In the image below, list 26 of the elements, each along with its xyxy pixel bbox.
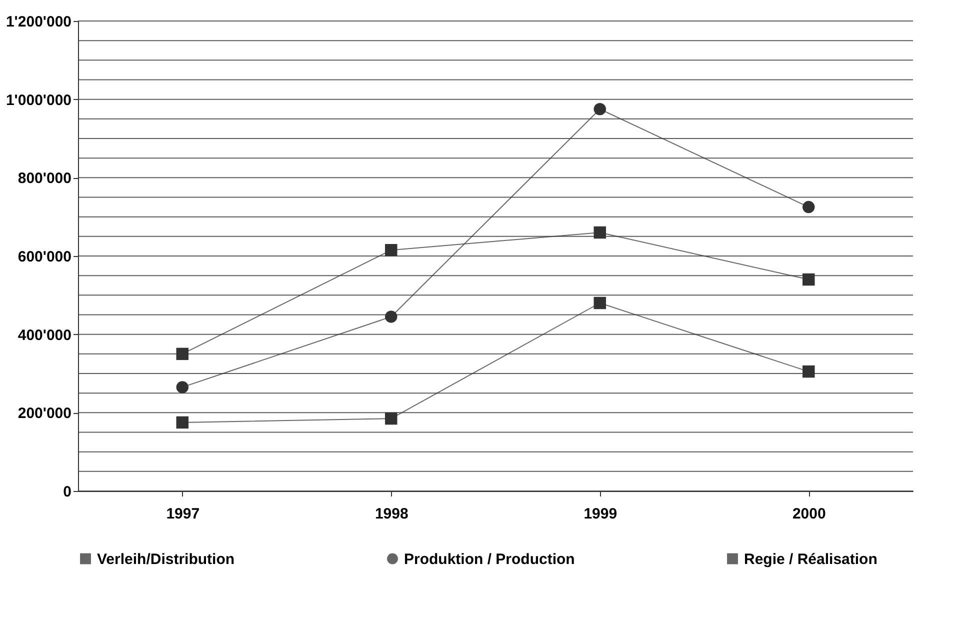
y-tick-label: 1'200'000 bbox=[6, 14, 72, 30]
point bbox=[802, 365, 815, 378]
point bbox=[802, 200, 815, 214]
legend-label: Produktion / Production bbox=[404, 550, 575, 568]
x-tick-label: 1999 bbox=[584, 506, 618, 522]
y-tick-label: 1'000'000 bbox=[6, 92, 72, 109]
y-tick-label: 800'000 bbox=[18, 170, 72, 188]
y-tick-label: 600'000 bbox=[18, 248, 72, 266]
x-tick-label: 1997 bbox=[166, 506, 200, 522]
point bbox=[385, 310, 398, 323]
point bbox=[594, 296, 606, 310]
point bbox=[594, 103, 606, 116]
x-tick-label: 2000 bbox=[792, 506, 826, 522]
point bbox=[385, 412, 398, 425]
y-tick-label: 400'000 bbox=[18, 326, 72, 344]
point bbox=[594, 226, 606, 239]
point bbox=[802, 273, 815, 286]
y-tick-label: 0 bbox=[63, 484, 72, 500]
point bbox=[385, 244, 398, 256]
point bbox=[176, 381, 188, 394]
point bbox=[176, 416, 188, 429]
legend-label: Verleih/Distribution bbox=[97, 550, 235, 568]
legend-label: Regie / Réalisation bbox=[744, 550, 878, 568]
point bbox=[176, 348, 188, 360]
y-tick-label: 200'000 bbox=[18, 405, 72, 422]
x-tick-label: 1998 bbox=[374, 506, 408, 522]
